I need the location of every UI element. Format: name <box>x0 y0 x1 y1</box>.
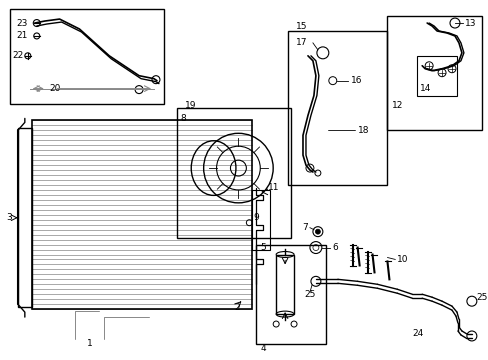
Text: 6: 6 <box>332 243 338 252</box>
Bar <box>386 16 481 130</box>
Bar <box>416 56 456 95</box>
Bar <box>252 190 270 249</box>
Bar <box>287 31 386 185</box>
Text: 9: 9 <box>253 213 259 222</box>
Text: 5: 5 <box>260 243 265 252</box>
Text: 10: 10 <box>397 255 408 264</box>
Text: 16: 16 <box>350 76 362 85</box>
Text: 20: 20 <box>50 84 61 93</box>
Bar <box>32 120 252 309</box>
Text: 25: 25 <box>476 293 487 302</box>
Text: 14: 14 <box>419 84 431 93</box>
Text: 21: 21 <box>16 31 27 40</box>
Text: 7: 7 <box>302 223 307 232</box>
Text: 23: 23 <box>16 19 27 28</box>
Text: 24: 24 <box>411 329 423 338</box>
Bar <box>10 9 163 104</box>
Bar <box>177 108 290 238</box>
Text: 4: 4 <box>260 345 265 354</box>
Circle shape <box>315 229 320 234</box>
Bar <box>256 244 325 344</box>
Text: 11: 11 <box>268 184 279 193</box>
Text: 25: 25 <box>304 290 315 299</box>
Text: 8: 8 <box>181 114 186 123</box>
Text: 15: 15 <box>295 22 307 31</box>
Bar <box>276 255 293 314</box>
Bar <box>18 129 32 307</box>
Text: 17: 17 <box>295 39 307 48</box>
Text: 22: 22 <box>12 51 23 60</box>
Text: 18: 18 <box>357 126 368 135</box>
Text: 1: 1 <box>86 339 92 348</box>
Text: 12: 12 <box>391 101 403 110</box>
Text: 3: 3 <box>6 213 12 222</box>
Text: 2: 2 <box>234 303 240 312</box>
Text: 19: 19 <box>184 101 196 110</box>
Text: 13: 13 <box>464 19 475 28</box>
